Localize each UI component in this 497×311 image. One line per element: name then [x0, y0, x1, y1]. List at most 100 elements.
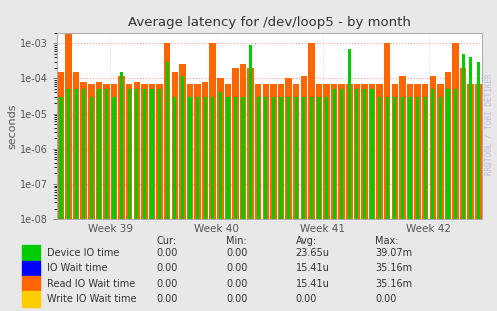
Bar — [460, 68, 466, 219]
Bar — [135, 89, 139, 219]
Bar — [393, 97, 397, 219]
Text: 23.65u: 23.65u — [296, 248, 330, 258]
Bar — [384, 43, 391, 219]
Bar — [158, 89, 161, 219]
Bar — [242, 97, 245, 219]
Text: Avg:: Avg: — [296, 236, 317, 246]
Title: Average latency for /dev/loop5 - by month: Average latency for /dev/loop5 - by mont… — [128, 16, 411, 29]
Bar — [301, 76, 307, 219]
Bar — [141, 84, 148, 219]
Bar — [120, 72, 123, 219]
Bar — [439, 97, 442, 219]
Bar — [462, 54, 465, 219]
Text: 0.00: 0.00 — [226, 248, 248, 258]
Text: Cur:: Cur: — [157, 236, 176, 246]
Bar — [302, 97, 305, 219]
Bar — [264, 97, 267, 219]
Bar — [202, 82, 208, 219]
Bar — [287, 97, 290, 219]
Bar — [293, 84, 299, 219]
Text: 0.00: 0.00 — [296, 294, 317, 304]
Bar — [249, 45, 252, 219]
Bar — [134, 82, 140, 219]
Text: 0.00: 0.00 — [226, 294, 248, 304]
Text: Write IO Wait time: Write IO Wait time — [47, 294, 137, 304]
Bar — [112, 97, 116, 219]
Bar — [22, 276, 40, 291]
Bar — [22, 291, 40, 307]
Text: 0.00: 0.00 — [226, 279, 248, 289]
Bar — [317, 97, 321, 219]
Bar — [437, 84, 444, 219]
Text: Max:: Max: — [375, 236, 399, 246]
Bar — [392, 84, 398, 219]
Bar — [143, 89, 146, 219]
Text: Min:: Min: — [226, 236, 247, 246]
Bar — [316, 84, 322, 219]
Text: Device IO time: Device IO time — [47, 248, 120, 258]
Bar — [414, 84, 421, 219]
Bar — [194, 84, 201, 219]
Bar — [187, 84, 193, 219]
Bar — [279, 97, 283, 219]
Bar — [348, 49, 351, 219]
Text: 15.41u: 15.41u — [296, 263, 330, 273]
Bar — [82, 89, 85, 219]
Bar — [475, 84, 482, 219]
Bar — [173, 97, 176, 219]
Bar — [232, 68, 239, 219]
Text: 0.00: 0.00 — [157, 248, 178, 258]
Y-axis label: seconds: seconds — [7, 103, 17, 149]
Bar — [203, 97, 207, 219]
Bar — [422, 84, 428, 219]
Bar — [81, 82, 87, 219]
Bar — [355, 89, 358, 219]
Bar — [210, 43, 216, 219]
Bar — [477, 62, 480, 219]
Bar — [363, 89, 366, 219]
Bar — [118, 76, 125, 219]
Bar — [149, 84, 155, 219]
Bar — [105, 89, 108, 219]
Bar — [128, 89, 131, 219]
Bar — [75, 89, 78, 219]
Bar — [181, 76, 184, 219]
Bar — [211, 97, 214, 219]
Bar — [226, 97, 230, 219]
Bar — [196, 97, 199, 219]
Bar — [248, 68, 254, 219]
Bar — [370, 89, 374, 219]
Bar — [369, 84, 375, 219]
Bar — [469, 57, 472, 219]
Bar — [88, 84, 94, 219]
Bar — [188, 97, 191, 219]
Bar — [325, 97, 328, 219]
Bar — [310, 97, 313, 219]
Bar — [452, 43, 459, 219]
Bar — [278, 84, 284, 219]
Bar — [386, 97, 389, 219]
Bar — [166, 62, 169, 219]
Bar — [431, 89, 434, 219]
Bar — [401, 97, 404, 219]
Bar — [171, 72, 178, 219]
Bar — [262, 84, 269, 219]
Text: 0.00: 0.00 — [157, 263, 178, 273]
Bar — [332, 89, 336, 219]
Bar — [446, 89, 450, 219]
Bar — [423, 97, 427, 219]
Bar — [225, 84, 231, 219]
Bar — [65, 29, 72, 219]
Bar — [376, 84, 383, 219]
Bar — [111, 84, 117, 219]
Text: IO Wait time: IO Wait time — [47, 263, 108, 273]
Bar — [378, 97, 381, 219]
Bar — [103, 84, 110, 219]
Bar — [338, 84, 345, 219]
Bar — [270, 84, 277, 219]
Text: RRDTOOL / TOBI OETIKER: RRDTOOL / TOBI OETIKER — [485, 73, 494, 175]
Bar — [217, 78, 224, 219]
Bar — [308, 43, 315, 219]
Bar — [346, 84, 352, 219]
Bar — [361, 84, 368, 219]
